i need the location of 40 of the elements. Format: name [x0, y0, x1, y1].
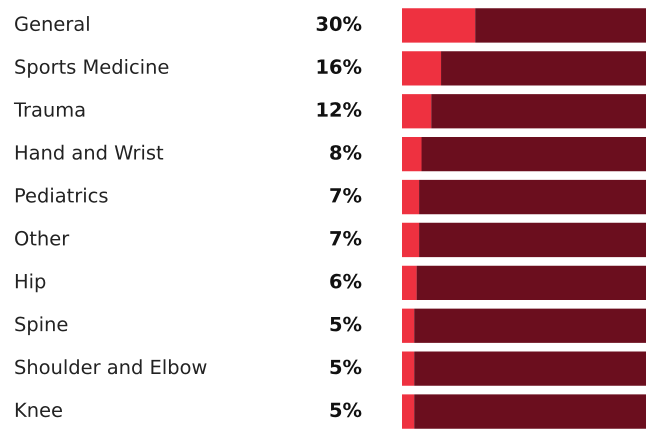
bar — [416, 266, 646, 300]
data-label: 16% — [318, 59, 362, 74]
y-tick-label: Sports Medicine — [15, 58, 168, 78]
data-label: 6% — [330, 274, 362, 288]
bar — [402, 351, 414, 386]
data-label: 7% — [330, 230, 362, 246]
bar — [402, 266, 417, 300]
bar — [402, 136, 422, 172]
data-label: 30% — [316, 16, 362, 32]
bar — [402, 51, 442, 86]
bar — [402, 180, 420, 214]
bar — [475, 8, 646, 43]
y-tick-label: Pediatrics — [16, 188, 108, 203]
y-tick-label: General — [15, 16, 89, 32]
bar — [402, 222, 420, 258]
y-tick-label: Other — [15, 230, 70, 246]
bar — [402, 308, 414, 343]
data-label: 5% — [330, 316, 362, 332]
data-label: 5% — [330, 360, 362, 374]
y-tick-label: Hand and Wrist — [16, 144, 164, 160]
data-label: 8% — [330, 145, 362, 160]
bar — [402, 94, 432, 128]
y-tick-label: Trauma — [14, 102, 84, 117]
bar — [414, 308, 646, 343]
bar — [414, 351, 646, 386]
y-tick-label: Hip — [16, 273, 46, 292]
bar — [422, 136, 646, 172]
y-tick-label: Shoulder and Elbow — [15, 359, 207, 374]
bar — [441, 51, 646, 86]
bar — [414, 394, 646, 429]
bar — [431, 94, 646, 128]
bar — [419, 180, 646, 214]
data-label: 12% — [318, 102, 362, 117]
data-label: 5% — [330, 402, 362, 418]
bar — [419, 222, 646, 258]
y-tick-label: Spine — [15, 316, 68, 336]
bar — [402, 394, 414, 429]
y-tick-label: Knee — [16, 402, 62, 418]
bar — [402, 8, 476, 43]
data-label: 7% — [330, 188, 362, 203]
